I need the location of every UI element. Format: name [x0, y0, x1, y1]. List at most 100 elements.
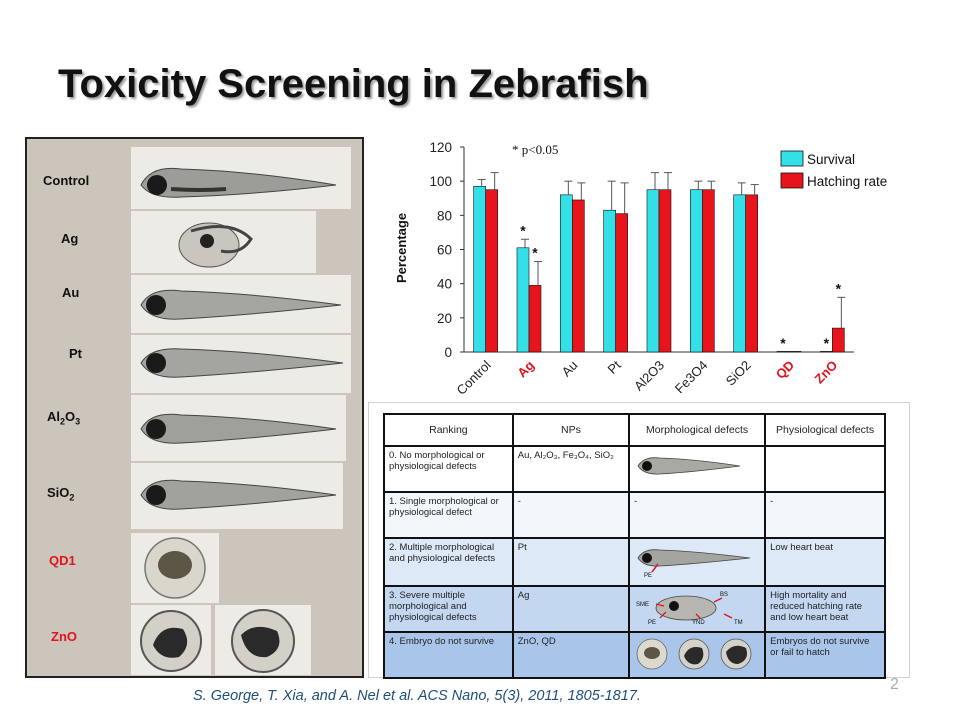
y-tick-label: 60 [437, 243, 452, 258]
zebrafish-photo-panel: Control Ag Au Pt Al2O3 SiO2 QD1 ZnO [25, 137, 364, 678]
fish-image-zno-2 [215, 605, 311, 675]
citation: S. George, T. Xia, and A. Nel et al. ACS… [193, 688, 641, 704]
cell-morph-image [628, 445, 767, 493]
bar-hatching-qd [788, 351, 802, 353]
significance-star: * [836, 280, 842, 296]
slide-title: Toxicity Screening in Zebrafish [58, 62, 649, 106]
pe-marker-label: PE [644, 573, 652, 578]
cell-morph-image: SME PE YND BS TM [628, 585, 767, 633]
cell-morph-image: PE [628, 537, 767, 587]
significance-star: * [520, 222, 526, 238]
fish-image-sio2 [131, 463, 343, 529]
x-tick-label-qd: QD [773, 358, 797, 382]
sme-marker-label: SME [636, 602, 649, 608]
ynd-marker-label: YND [692, 620, 705, 626]
page-number: 2 [890, 676, 899, 693]
fish-image-pt [131, 335, 351, 393]
pt-embryo-image: PE [637, 549, 751, 578]
significance-note: * p<0.05 [512, 142, 558, 157]
cell-ranking: 2. Multiple morphological and physiologi… [383, 537, 514, 587]
x-tick-label-au: Au [559, 358, 581, 380]
bar-survival-zno [820, 351, 833, 353]
fish-image-control [131, 147, 351, 209]
fish-image-au [131, 275, 351, 333]
bar-hatching-sio2 [745, 194, 758, 353]
header-morphological-defects: Morphological defects [628, 413, 767, 447]
fish-image-al2o3 [131, 395, 346, 461]
cell-phys [764, 445, 886, 493]
chart-legend: Survival Hatching rate [780, 150, 887, 189]
cell-phys: High mortality and reduced hatching rate… [764, 585, 886, 633]
legend-label-survival: Survival [807, 152, 855, 167]
ranking-table: Ranking NPs Morphological defects Physio… [383, 413, 886, 679]
row-label-zno: ZnO [51, 629, 77, 644]
row-label-au: Au [62, 285, 80, 300]
cell-nps: Ag [511, 585, 631, 633]
cell-nps: Pt [511, 537, 631, 587]
cell-phys: Embryos do not survive or fail to hatch [764, 631, 886, 679]
survival-hatching-bar-chart: 0 20 40 60 80 100 120 Control Ag Au Pt Al2O3 Fe3O4 S… [394, 140, 887, 398]
cell-ranking: 3. Severe multiple morphological and phy… [383, 585, 514, 633]
legend-swatch-hatching-rate [780, 172, 804, 189]
ranking-table-panel: Ranking NPs Morphological defects Physio… [368, 402, 910, 679]
cell-phys: - [764, 491, 886, 539]
row-label-pt: Pt [69, 346, 82, 361]
fish-image-ag [131, 211, 316, 273]
fish-image-zno-1 [131, 605, 211, 675]
table-row: 2. Multiple morphological and physiologi… [383, 537, 886, 587]
bar-hatching-zno [832, 327, 845, 353]
row-label-ag: Ag [61, 231, 79, 246]
bar-survival-control [473, 185, 486, 353]
cell-phys: Low heart beat [764, 537, 886, 587]
bar-survival-sio2 [733, 194, 746, 353]
y-tick-label: 40 [437, 277, 452, 292]
x-tick-label-sio2: SiO2 [723, 358, 754, 389]
normal-embryo-image [637, 457, 741, 475]
bar-hatching-fe3o4 [702, 189, 715, 353]
ag-embryo-image: SME PE YND BS TM [636, 592, 743, 626]
zno-qd-embryo-images [636, 638, 752, 670]
bar-survival-qd [776, 351, 790, 353]
table-row: 0. No morphological or physiological def… [383, 445, 886, 493]
y-tick-label: 120 [429, 140, 452, 155]
cell-nps: Au, Al₂O₃, Fe₃O₄, SiO₂ [511, 445, 631, 493]
cell-nps: - [511, 491, 631, 539]
legend-swatch-survival [780, 150, 804, 167]
cell-ranking: 1. Single morphological or physiological… [383, 491, 514, 539]
bs-marker-label: BS [720, 592, 728, 598]
pe-marker-label-2: PE [648, 620, 656, 626]
row-label-control: Control [43, 173, 90, 188]
x-tick-label-ag: Ag [514, 357, 537, 380]
header-ranking: Ranking [383, 413, 514, 447]
fish-image-qd1 [131, 533, 219, 603]
bar-survival-ag [516, 247, 530, 353]
significance-star: * [780, 335, 786, 351]
header-nps: NPs [511, 413, 631, 447]
significance-star: * [532, 244, 538, 260]
y-tick-label: 80 [437, 208, 452, 223]
legend-label-hatching-rate: Hatching rate [807, 174, 887, 189]
header-physiological-defects: Physiological defects [764, 413, 886, 447]
cell-ranking: 0. No morphological or physiological def… [383, 445, 514, 493]
x-tick-label-pt: Pt [604, 357, 624, 377]
y-axis-label: Percentage [394, 213, 409, 283]
row-label-al2o3: Al2O3 [47, 409, 81, 427]
bar-hatching-pt [615, 213, 628, 353]
bar-hatching-ag [528, 285, 542, 353]
chart-bars [473, 185, 845, 353]
x-tick-label-al2o3: Al2O3 [631, 358, 667, 394]
bar-hatching-al2o3 [658, 189, 672, 353]
bar-hatching-au [572, 199, 585, 353]
bar-hatching-control [485, 189, 498, 353]
significance-star: * [824, 335, 830, 351]
cell-ranking: 4. Embryo do not survive [383, 631, 514, 679]
x-tick-label-fe3o4: Fe3O4 [672, 358, 711, 397]
x-tick-label-control: Control [454, 357, 494, 397]
chart-error-bars [477, 172, 846, 329]
row-label-qd1: QD1 [49, 553, 76, 568]
x-tick-label-zno: ZnO [811, 358, 840, 387]
y-tick-label: 20 [437, 311, 452, 326]
cell-morph-image [628, 631, 767, 679]
table-row: 4. Embryo do not survive ZnO, QD Embryos… [383, 631, 886, 679]
cell-nps: ZnO, QD [511, 631, 631, 679]
